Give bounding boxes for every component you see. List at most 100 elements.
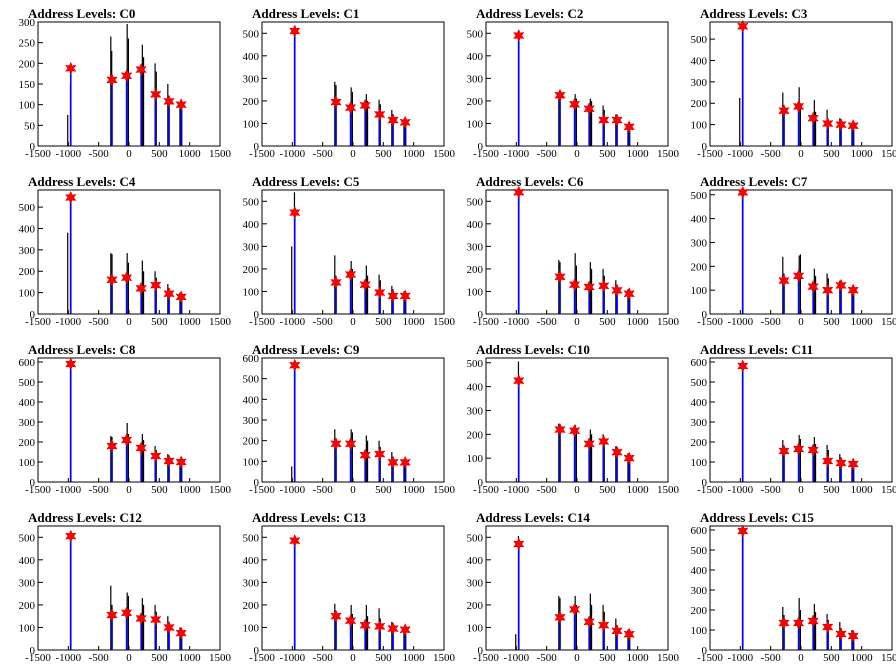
y-tick-label: 400 xyxy=(691,397,708,409)
y-tick-label: 500 xyxy=(243,196,260,208)
peak-marker xyxy=(847,283,859,297)
chart-title: Address Levels: C11 xyxy=(700,342,814,357)
peak-marker xyxy=(330,609,342,623)
peak-marker xyxy=(135,281,147,295)
y-tick-label: 100 xyxy=(691,120,708,132)
peak-marker xyxy=(399,289,411,303)
peak-marker xyxy=(821,454,834,468)
peak-marker xyxy=(175,455,187,469)
x-tick-label: -1500 xyxy=(25,652,51,664)
plot-frame xyxy=(37,189,221,315)
y-tick-label: 500 xyxy=(243,374,260,386)
y-tick-label: 100 xyxy=(691,625,708,637)
y-tick-label: 100 xyxy=(467,286,484,298)
chart-panel: Address Levels: C8 -1500 -1000 -500 0 500 1000… xyxy=(0,336,232,504)
histogram-svg: -1500 -1000 -500 0 500 1000 1500 0 100 200 300 400 5… xyxy=(19,525,232,664)
y-tick-label: 500 xyxy=(467,196,484,208)
x-tick-label: 1500 xyxy=(433,484,456,496)
chart-panel: Address Levels: C15 -1500 -1000 -500 0 500 100… xyxy=(672,504,896,672)
y-tick-label: 100 xyxy=(19,622,36,634)
y-tick-label: 200 xyxy=(243,96,260,108)
y-tick-label: 100 xyxy=(467,453,484,465)
peak-marker xyxy=(175,98,187,112)
peak-marker xyxy=(175,290,187,304)
x-tick-label: 1500 xyxy=(209,316,232,328)
peak-marker xyxy=(737,19,749,33)
y-tick-label: 50 xyxy=(24,120,36,132)
x-tick-label: 0 xyxy=(350,652,356,664)
peak-marker xyxy=(554,88,566,102)
y-tick-label: 100 xyxy=(19,288,36,300)
y-tick-label: 100 xyxy=(19,457,36,469)
y-tick-label: 200 xyxy=(691,437,708,449)
peak-marker xyxy=(847,119,859,133)
y-tick-label: 500 xyxy=(19,532,36,544)
chart-panel: Address Levels: C14 -1500 -1000 -500 0 500 100… xyxy=(448,504,680,672)
x-tick-label: 500 xyxy=(151,316,168,328)
peak-marker xyxy=(344,437,357,451)
chart-panel: Address Levels: C12 -1500 -1000 -500 0 500 100… xyxy=(0,504,232,672)
y-tick-label: 0 xyxy=(30,645,36,657)
peak-marker xyxy=(399,115,411,129)
peak-marker xyxy=(399,455,411,469)
chart-panel: Address Levels: C1 -1500 -1000 -500 0 500 1000… xyxy=(224,0,456,168)
x-tick-label: 1000 xyxy=(627,316,650,328)
y-tick-label: 600 xyxy=(19,357,36,369)
y-tick-label: 0 xyxy=(478,141,484,153)
y-tick-label: 500 xyxy=(691,377,708,389)
x-tick-label: 1500 xyxy=(209,484,232,496)
x-tick-label: -500 xyxy=(761,484,782,496)
x-tick-label: 500 xyxy=(375,316,392,328)
peak-marker xyxy=(554,422,566,437)
x-tick-label: -1000 xyxy=(55,652,81,664)
x-tick-label: 0 xyxy=(350,484,356,496)
y-tick-label: 0 xyxy=(702,309,708,321)
y-tick-label: 500 xyxy=(467,532,484,544)
y-tick-label: 500 xyxy=(691,545,708,557)
x-tick-label: 0 xyxy=(574,316,580,328)
x-tick-label: -1500 xyxy=(473,316,499,328)
chart-panel: Address Levels: C5 -1500 -1000 -500 0 500 1000… xyxy=(224,168,456,336)
y-tick-label: 400 xyxy=(467,555,484,567)
peak-marker xyxy=(807,111,819,125)
histogram-svg: -1500 -1000 -500 0 500 1000 1500 0 100 200 300 400 5… xyxy=(243,21,456,160)
y-tick-label: 300 xyxy=(19,245,36,257)
peak-marker xyxy=(778,616,790,630)
peak-marker xyxy=(344,267,357,282)
peak-marker xyxy=(106,273,118,287)
chart-panel: Address Levels: C2 -1500 -1000 -500 0 500 1000… xyxy=(448,0,680,168)
y-tick-label: 400 xyxy=(19,397,36,409)
x-tick-label: 1500 xyxy=(881,148,896,160)
plot-frame xyxy=(37,525,221,651)
x-tick-label: -500 xyxy=(761,316,782,328)
peak-marker xyxy=(737,185,749,199)
x-tick-label: 0 xyxy=(126,484,132,496)
x-tick-label: 0 xyxy=(574,148,580,160)
y-tick-label: 200 xyxy=(691,98,708,110)
x-tick-label: -1500 xyxy=(25,316,51,328)
y-tick-label: 600 xyxy=(243,353,260,365)
peak-marker xyxy=(359,618,371,632)
histogram-svg: -1500 -1000 -500 0 500 1000 1500 0 100 200 300 400 5… xyxy=(467,185,680,328)
peak-marker xyxy=(373,285,386,300)
peak-marker xyxy=(65,357,77,371)
x-tick-label: -1500 xyxy=(249,484,275,496)
y-tick-label: 200 xyxy=(243,600,260,612)
peak-marker xyxy=(373,107,386,122)
peak-marker xyxy=(611,624,623,638)
x-tick-label: 1000 xyxy=(627,652,650,664)
peak-marker xyxy=(835,627,847,641)
y-tick-label: 300 xyxy=(243,73,260,85)
chart-panel: Address Levels: C9 -1500 -1000 -500 0 500 1000… xyxy=(224,336,456,504)
plot-frame xyxy=(261,21,445,147)
peak-marker xyxy=(149,612,162,627)
peak-marker xyxy=(737,524,749,538)
y-tick-label: 0 xyxy=(478,645,484,657)
peak-marker xyxy=(135,441,147,455)
y-tick-label: 200 xyxy=(467,600,484,612)
peak-marker xyxy=(513,28,525,43)
x-tick-label: 500 xyxy=(375,652,392,664)
y-tick-label: 400 xyxy=(19,223,36,235)
peak-marker xyxy=(821,283,834,297)
x-tick-label: -1500 xyxy=(473,484,499,496)
